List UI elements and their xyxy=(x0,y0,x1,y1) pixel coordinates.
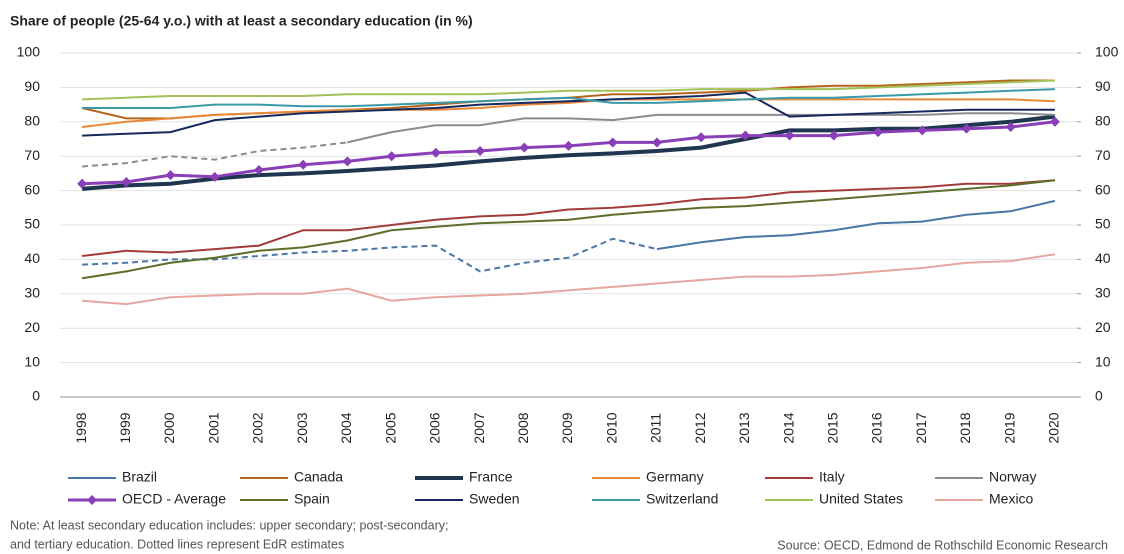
y2-tick-label: 60 xyxy=(1095,181,1111,197)
y2-tick-label: 20 xyxy=(1095,319,1111,335)
y2-tick-label: 90 xyxy=(1095,78,1111,94)
chart-title: Share of people (25-64 y.o.) with at lea… xyxy=(10,13,473,29)
y-tick-label: 60 xyxy=(24,181,40,197)
source: Source: OECD, Edmond de Rothschild Econo… xyxy=(777,538,1108,552)
legend-label: OECD - Average xyxy=(122,491,226,507)
y2-tick-label: 0 xyxy=(1095,388,1103,404)
series-line xyxy=(81,179,1055,257)
marker xyxy=(77,178,88,189)
y-tick-label: 80 xyxy=(24,113,40,129)
series-line xyxy=(82,91,1055,137)
series-line xyxy=(81,98,1055,128)
marker xyxy=(121,177,132,187)
series-line xyxy=(82,79,1055,101)
series-line xyxy=(81,114,1056,191)
legend-label: Sweden xyxy=(469,491,520,507)
x-tick-label: 2016 xyxy=(869,412,885,443)
series-line xyxy=(347,112,1055,144)
marker xyxy=(519,142,530,153)
note: and tertiary education. Dotted lines rep… xyxy=(10,537,344,551)
series-line xyxy=(81,179,1056,280)
x-tick-label: 2003 xyxy=(294,412,310,443)
x-tick-label: 2017 xyxy=(913,412,929,443)
x-tick-label: 2015 xyxy=(825,412,841,443)
marker xyxy=(961,123,972,134)
marker xyxy=(165,170,176,181)
x-tick-label: 2019 xyxy=(1001,412,1017,443)
x-tick-label: 2006 xyxy=(427,412,443,443)
legend-label: France xyxy=(469,469,513,485)
legend-label: Brazil xyxy=(122,469,157,485)
x-tick-label: 1999 xyxy=(117,412,133,443)
marker xyxy=(917,125,928,136)
x-tick-label: 2001 xyxy=(205,412,221,443)
marker xyxy=(784,130,795,141)
marker xyxy=(740,130,751,141)
x-tick-label: 2010 xyxy=(603,412,619,443)
x-tick-label: 1998 xyxy=(73,412,89,443)
series-line xyxy=(656,199,1056,251)
x-tick-label: 2000 xyxy=(161,412,177,443)
marker xyxy=(253,164,264,175)
legend-label: Canada xyxy=(294,469,343,485)
marker xyxy=(475,146,486,157)
series-line-estimate xyxy=(82,237,658,273)
marker xyxy=(651,137,662,148)
series-line-estimate xyxy=(82,141,348,168)
legend-marker xyxy=(87,495,97,505)
x-tick-label: 2002 xyxy=(250,412,266,443)
x-tick-label: 2020 xyxy=(1046,412,1062,443)
y-tick-label: 10 xyxy=(24,353,40,369)
y-tick-label: 40 xyxy=(24,250,40,266)
x-tick-label: 2013 xyxy=(736,412,752,443)
marker xyxy=(873,127,884,138)
x-tick-label: 2004 xyxy=(338,412,354,443)
marker xyxy=(1005,121,1016,132)
marker xyxy=(1049,116,1060,127)
series-line xyxy=(82,253,1056,306)
note: Note: At least secondary education inclu… xyxy=(10,518,448,532)
legend-label: Spain xyxy=(294,491,330,507)
y-tick-label: 70 xyxy=(24,147,40,163)
y2-tick-label: 30 xyxy=(1095,285,1111,301)
marker xyxy=(696,132,707,143)
series-line xyxy=(82,88,1055,109)
y2-tick-label: 70 xyxy=(1095,147,1111,163)
legend-label: Mexico xyxy=(989,491,1034,507)
x-tick-label: 2008 xyxy=(515,412,531,443)
marker xyxy=(342,156,353,167)
marker xyxy=(607,137,618,148)
marker xyxy=(563,140,574,151)
y2-tick-label: 100 xyxy=(1095,44,1119,60)
marker xyxy=(828,130,839,141)
x-tick-label: 2018 xyxy=(957,412,973,443)
y-tick-label: 0 xyxy=(32,388,40,404)
marker xyxy=(430,147,441,158)
y2-tick-label: 10 xyxy=(1095,353,1111,369)
legend-label: Switzerland xyxy=(646,491,718,507)
marker xyxy=(209,171,220,182)
y-tick-label: 100 xyxy=(17,44,41,60)
series-line xyxy=(82,120,1056,186)
y-tick-label: 90 xyxy=(24,78,40,94)
legend-label: United States xyxy=(819,491,903,507)
y2-tick-label: 50 xyxy=(1095,216,1111,232)
x-tick-label: 2007 xyxy=(471,412,487,443)
x-tick-label: 2012 xyxy=(692,412,708,443)
legend-label: Italy xyxy=(819,469,845,485)
y2-tick-label: 80 xyxy=(1095,113,1111,129)
legend-label: Germany xyxy=(646,469,704,485)
marker xyxy=(298,159,309,170)
y-tick-label: 30 xyxy=(24,285,40,301)
y-tick-label: 20 xyxy=(24,319,40,335)
x-tick-label: 2011 xyxy=(648,413,664,443)
x-tick-label: 2005 xyxy=(382,412,398,443)
y-tick-label: 50 xyxy=(24,216,40,232)
x-tick-label: 2014 xyxy=(780,412,796,443)
y2-tick-label: 40 xyxy=(1095,250,1111,266)
legend-label: Norway xyxy=(989,469,1036,485)
marker xyxy=(386,151,397,162)
x-tick-label: 2009 xyxy=(559,412,575,443)
